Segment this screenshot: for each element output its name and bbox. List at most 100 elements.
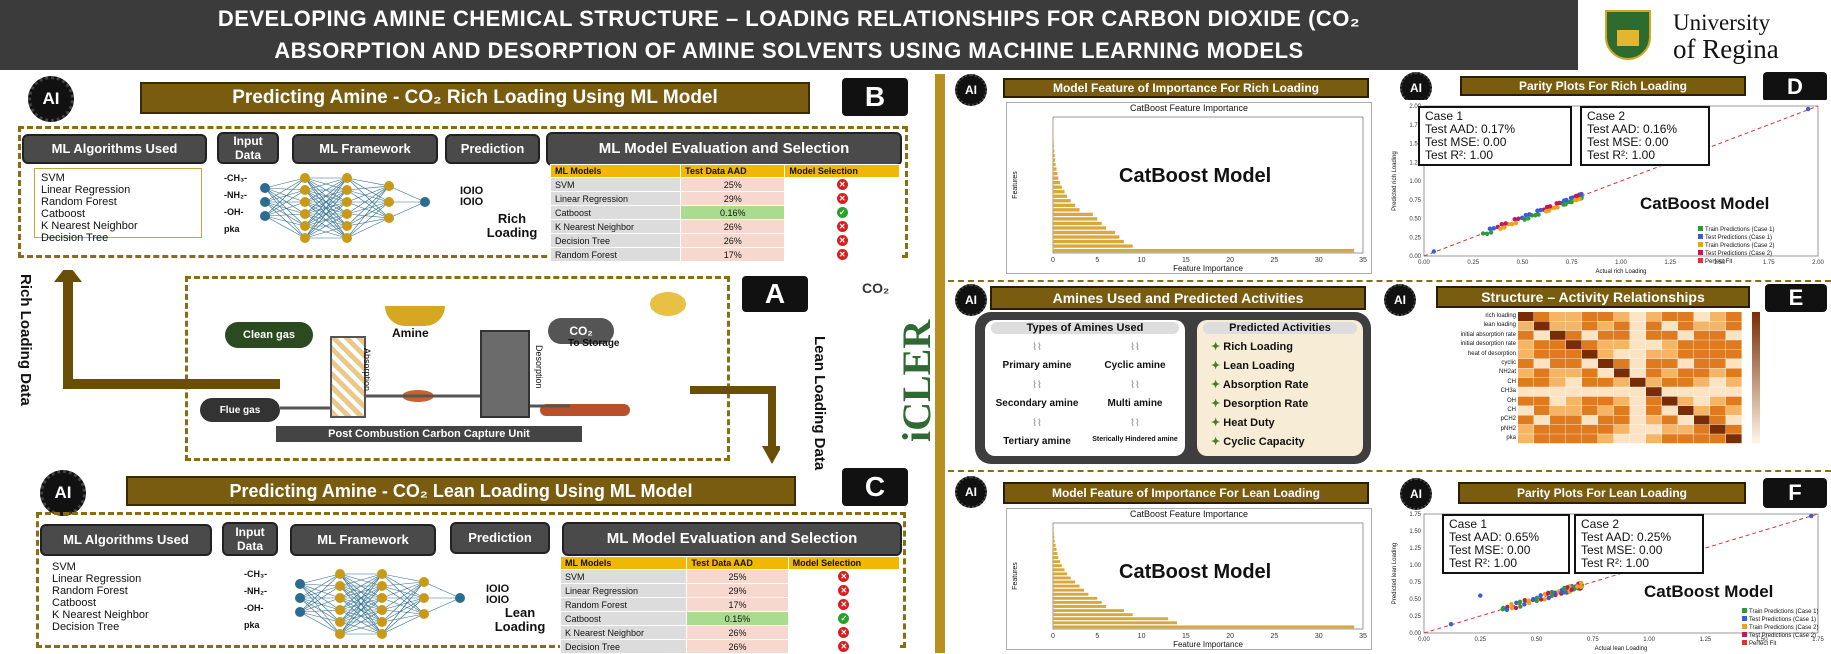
- data-point: [1544, 209, 1548, 213]
- pill-ml-framework: ML Framework: [290, 524, 436, 556]
- network-node: [300, 173, 310, 183]
- heatmap-cell: [1598, 415, 1614, 424]
- data-point: [1554, 201, 1558, 205]
- network-node: [342, 197, 352, 207]
- data-point: [1523, 598, 1527, 602]
- activity-label: Rich Loading: [1223, 341, 1293, 353]
- pill-ml-framework: ML Framework: [292, 134, 438, 164]
- heatmap-cell: [1646, 331, 1662, 340]
- heatmap-cell: [1534, 406, 1550, 415]
- heatmap-cell: [1630, 368, 1646, 377]
- heatmap-cell: [1598, 321, 1614, 330]
- heatmap-cell: [1518, 425, 1534, 434]
- shield-icon: [1605, 10, 1651, 60]
- rich-parity-heading: Parity Plots For Rich Loading: [1460, 76, 1746, 96]
- pill-model-evaluation: ML Model Evaluation and Selection: [546, 132, 902, 166]
- legend-item: Train Predictions (Case 2): [1742, 624, 1818, 632]
- network-node: [377, 569, 387, 579]
- list-item: Catboost: [52, 597, 212, 609]
- panel-b-title: Predicting Amine - CO₂ Rich Loading Usin…: [140, 82, 810, 114]
- heatmap-cell: [1598, 368, 1614, 377]
- heatmap-cell: [1598, 340, 1614, 349]
- importance-bar: [1053, 532, 1054, 535]
- heatmap-cell: [1582, 415, 1598, 424]
- list-item: -CH₃-: [224, 170, 247, 187]
- importance-bar: [1053, 199, 1071, 202]
- axis-label: Actual rich Loading: [1595, 269, 1646, 275]
- heatmap-cell: [1582, 359, 1598, 368]
- bullet-icon: ✦: [1211, 360, 1223, 372]
- heatmap-cell: [1726, 340, 1742, 349]
- heatmap-row-label: CH3a: [1388, 387, 1516, 396]
- aad-value: 26%: [681, 220, 785, 234]
- table-header: ML Models: [561, 557, 687, 570]
- heatmap-cell: [1550, 321, 1566, 330]
- heatmap-cell: [1710, 387, 1726, 396]
- network-node: [377, 593, 387, 603]
- heatmap-cell: [1710, 406, 1726, 415]
- heatmap-cell: [1534, 359, 1550, 368]
- heatmap-cell: [1678, 387, 1694, 396]
- data-point: [1498, 227, 1502, 231]
- activities-title: Predicted Activities: [1203, 322, 1357, 334]
- heatmap-cell: [1550, 350, 1566, 359]
- heatmap-cell: [1582, 321, 1598, 330]
- heatmap-cell: [1518, 415, 1534, 424]
- data-point: [1527, 212, 1531, 216]
- lean-importance-heading: Model Feature of Importance For Lean Loa…: [1003, 482, 1369, 504]
- heatmap-cell: [1614, 359, 1630, 368]
- catboost-overlay: CatBoost Model: [1640, 194, 1769, 214]
- amine-types-box: Types of Amines Used ⌇⌇Primary amine⌇⌇Cy…: [985, 320, 1185, 456]
- legend-label: Train Predictions (Case 1): [1705, 227, 1774, 233]
- data-point: [1536, 212, 1540, 216]
- list-item: -NH₂-: [224, 187, 247, 204]
- heatmap-cell: [1534, 321, 1550, 330]
- model-name: SVM: [551, 178, 681, 192]
- catboost-overlay: CatBoost Model: [1644, 582, 1773, 602]
- heatmap-row-label: pCH2: [1388, 415, 1516, 424]
- network-node: [335, 581, 345, 591]
- tick-label: 15: [1182, 257, 1190, 264]
- heatmap-cell: [1534, 340, 1550, 349]
- importance-bar: [1053, 249, 1354, 252]
- data-point: [1806, 107, 1810, 111]
- heatmap-cell: [1694, 415, 1710, 424]
- data-point: [1489, 230, 1493, 234]
- axis-label: Features: [1012, 562, 1019, 590]
- cross-icon: ✕: [838, 571, 849, 582]
- tick-label: 0.00: [1409, 254, 1421, 260]
- data-point: [1555, 205, 1559, 209]
- university-logo: University of Regina: [1585, 4, 1827, 66]
- check-icon: ✓: [837, 207, 848, 218]
- heatmap-cell: [1678, 406, 1694, 415]
- model-name: Decision Tree: [561, 640, 687, 654]
- heatmap-cell: [1694, 378, 1710, 387]
- data-point: [1561, 202, 1565, 206]
- heatmap-cell: [1566, 415, 1582, 424]
- amine-type-label: Secondary amine: [991, 398, 1083, 409]
- aad-value: 26%: [687, 640, 788, 654]
- list-item: Linear Regression: [41, 184, 195, 196]
- heatmap-cell: [1678, 340, 1694, 349]
- list-item: pka: [244, 617, 267, 634]
- panel-c-title: Predicting Amine - CO₂ Lean Loading Usin…: [126, 476, 796, 506]
- legend-item: Test Predictions (Case 1): [1698, 234, 1774, 242]
- heatmap-cell: [1694, 387, 1710, 396]
- molecule-icon: ⌇⌇: [1089, 342, 1181, 360]
- pill-model-evaluation: ML Model Evaluation and Selection: [562, 522, 902, 556]
- legend-item: Perfect Fit: [1698, 258, 1774, 266]
- ai-icon: AI: [1400, 478, 1432, 510]
- heatmap-cell: [1678, 397, 1694, 406]
- heatmap-cell: [1550, 387, 1566, 396]
- data-point: [1575, 584, 1579, 588]
- heatmap-cell: [1566, 321, 1582, 330]
- legend-swatch: [1698, 250, 1703, 255]
- neural-network-icon: [290, 560, 480, 640]
- table-header: Test Data AAD: [687, 557, 788, 570]
- importance-bar: [1053, 568, 1065, 571]
- aad-value: 25%: [687, 570, 788, 584]
